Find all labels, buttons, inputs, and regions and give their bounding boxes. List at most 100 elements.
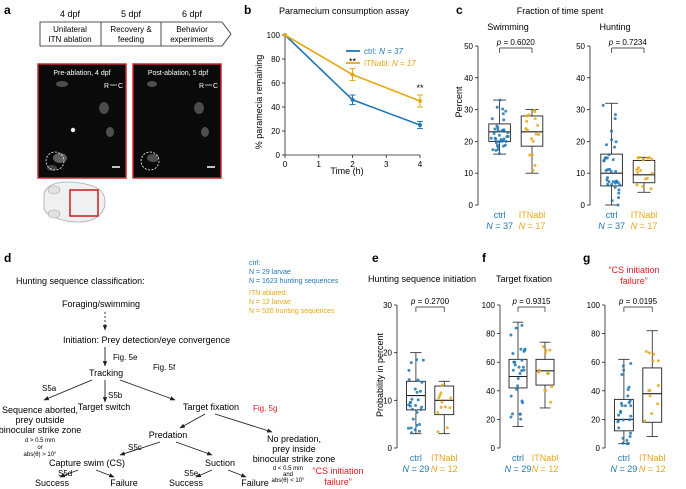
chart-g-point-ctrl (622, 368, 626, 372)
chart-c2-point-ctrl (611, 158, 615, 162)
chart-g-point-ctrl (626, 394, 630, 398)
label-s5e: S5e (184, 469, 199, 478)
chart-f-point-ctrl (520, 358, 524, 362)
node-initiation: Initiation: Prey detection/eye convergen… (63, 335, 230, 345)
chart-f-xlabel-ITNabl: ITNabl (532, 453, 559, 463)
chart-f-point-ctrl (511, 368, 515, 372)
chart-b-xtick-label: 0 (283, 160, 288, 169)
chart-e-point-ctrl (409, 431, 413, 435)
chart-e-point-ITNabl (449, 396, 453, 400)
chart-g-point-ctrl (628, 418, 632, 422)
chart-e-point-ctrl (418, 422, 422, 426)
panel-label-b: b (244, 3, 251, 17)
chart-g-point-ctrl (621, 364, 625, 368)
chart-c2-point-ctrl (617, 196, 621, 200)
chart-g-point-ITNabl (656, 359, 660, 363)
flow-title: Hunting sequence classification: (16, 276, 145, 286)
chart-e-point-ctrl (408, 404, 412, 408)
chart-f-point-ctrl (513, 360, 517, 364)
image-label-post: Post-ablation, 5 dpf (148, 70, 208, 77)
chart-g-point-ITNabl (647, 351, 651, 355)
chart-f-point-ctrl (520, 399, 524, 403)
timeline: 4 dpf 5 dpf 6 dpf Unilateral ITN ablatio… (39, 9, 232, 47)
chart-c2-point-ITNabl (636, 170, 640, 174)
flow-failure-red-1: “CS initiation (312, 466, 363, 476)
chart-b-point (283, 33, 287, 37)
chart-c1-point-ITNabl (531, 168, 535, 172)
chart-c1-point-ctrl (495, 105, 499, 109)
timeline-step-1-line1: Unilateral (53, 25, 87, 34)
chart-c2-point-ITNabl (650, 171, 654, 175)
chart-c1-p-value: p = 0.6020 (496, 38, 536, 47)
legend-itn-name: ITNabl (364, 59, 388, 68)
chart-f-box-ctrl (508, 358, 528, 389)
chart-e-ytick-label: 30 (383, 301, 392, 310)
legend-ctrl-n: N = 37 (379, 47, 403, 56)
chart-g-point-ctrl (629, 404, 633, 408)
chart-g-point-ctrl (619, 410, 623, 414)
chart-g-point-ctrl (627, 385, 631, 389)
node-tracking: Tracking (89, 368, 123, 378)
chart-e-point-ctrl (415, 410, 419, 414)
chart-b-xtick-label: 4 (418, 160, 423, 169)
node-predation: Predation (149, 430, 188, 440)
chart-g-n-ctrl: N = 29 (611, 464, 638, 474)
ref-fig5f: Fig. 5f (153, 363, 176, 372)
chart-c2-point-ctrl (616, 203, 620, 207)
label-s5c: S5c (128, 443, 142, 452)
chart-c2-xlabel-ctrl: ctrl (606, 210, 618, 220)
chart-e-ylabel: Probability in percent (375, 332, 385, 417)
chart-c2-point-ctrl (618, 183, 622, 187)
chart-f-point-ctrl (511, 412, 515, 416)
chart-c1-point-ITNabl (537, 132, 541, 136)
chart-e-point-ctrl (409, 361, 413, 365)
chart-c1-point-ctrl (501, 112, 505, 116)
chart-b-point (350, 97, 355, 102)
chart-c1-point-ITNabl (530, 137, 534, 141)
chart-g-xlabel-ITNabl: ITNabl (639, 453, 666, 463)
cond-b-3: abs(θ) < 10° (272, 478, 306, 484)
chart-e-point-ctrl (418, 389, 422, 393)
chart-c2-point-ctrl (614, 140, 618, 144)
chart-c-title: Fraction of time spent (517, 6, 604, 16)
chart-c1-xlabel-ctrl: ctrl (494, 210, 506, 220)
chart-c1-point-ctrl (506, 134, 510, 138)
node-nopred-3: binocular strike zone (253, 454, 336, 464)
panel-label-g: g (583, 251, 590, 265)
chart-e-point-ITNabl (437, 396, 441, 400)
svg-text:ctrl: N = 37: ctrl: N = 37 (364, 47, 403, 56)
chart-c2-point-ITNabl (641, 158, 645, 162)
chart-g-point-ctrl (621, 436, 625, 440)
chart-c2-point-ctrl (609, 129, 613, 133)
chart-c1-point-ctrl (504, 139, 508, 143)
chart-b-point (418, 123, 422, 127)
chart-c1-point-ctrl (502, 118, 506, 122)
chart-f-point-ctrl (513, 363, 517, 367)
node-nopred-2: prey inside (272, 444, 316, 454)
chart-f-point-ctrl (511, 351, 515, 355)
chart-c1-point-ctrl (501, 107, 505, 111)
chart-g-point-ctrl (620, 404, 624, 408)
chart-b-xtick-label: 2 (350, 160, 355, 169)
cs-initiation-failure-label: “CS initiation failure” (312, 466, 363, 487)
chart-e-point-ITNabl (445, 426, 449, 430)
chart-c1-point-ITNabl (525, 114, 529, 118)
chart-e-point-ctrl (416, 378, 420, 382)
chart-c1-point-ctrl (490, 117, 494, 121)
chart-f-point-ctrl (516, 376, 520, 380)
chart-e-point-ITNabl (439, 405, 443, 409)
chart-b-ytick-label: 100 (267, 31, 281, 40)
label-s5d: S5d (58, 469, 72, 478)
chart-e-point-ctrl (420, 380, 424, 384)
chart-c1-point-ctrl (489, 136, 493, 140)
chart-b-series-line-ITNabl (284, 34, 421, 102)
chart-c2-box-ctrl (600, 153, 623, 187)
chart-c2-point-ctrl (610, 199, 614, 203)
chart-b-ylabel: % paramecia remaining (254, 55, 264, 150)
legend-ctrl-head: ctrl: (249, 260, 260, 267)
chart-c1-point-ctrl (496, 147, 500, 151)
chart-c2-point-ITNabl (647, 156, 651, 160)
chart-f-point-ctrl (509, 333, 513, 337)
